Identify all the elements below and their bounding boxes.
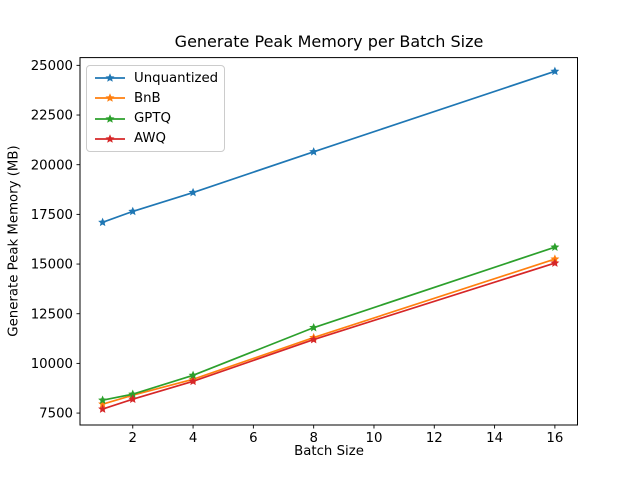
data-point-marker-awq	[98, 404, 108, 413]
y-tick-label: 17500	[31, 208, 73, 223]
data-point-marker-gptq	[98, 395, 108, 404]
data-point-marker-gptq	[188, 370, 198, 380]
legend-marker-icon	[95, 134, 125, 143]
legend-item-gptq: GPTQ	[87, 109, 224, 129]
x-tick-label: 2	[129, 431, 137, 446]
legend-marker-icon	[95, 93, 125, 103]
legend-item-awq: AWQ	[87, 129, 224, 149]
legend-label: AWQ	[134, 131, 166, 147]
legend-item-bnb: BnB	[87, 88, 224, 108]
data-point-marker-unquantized	[550, 66, 560, 76]
x-tick-label: 16	[546, 431, 563, 446]
x-tick-label: 10	[366, 431, 383, 446]
data-point-marker-gptq	[309, 322, 319, 332]
legend-marker-icon	[95, 113, 125, 123]
legend-label: BnB	[134, 90, 161, 106]
data-point-marker-awq	[188, 376, 198, 386]
series-line-awq	[101, 262, 556, 410]
data-point-marker-bnb	[98, 399, 108, 408]
y-tick-label: 12500	[31, 307, 73, 322]
data-point-marker-awq	[128, 394, 138, 403]
x-tick-label: 8	[309, 431, 317, 446]
chart-title: Generate Peak Memory per Batch Size	[174, 32, 484, 51]
legend-item-unquantized: Unquantized	[87, 68, 224, 88]
x-tick-label: 4	[189, 431, 197, 446]
legend-marker-icon	[95, 73, 125, 82]
y-tick-label: 20000	[31, 158, 73, 173]
x-axis-label: Batch Size	[294, 444, 364, 459]
data-point-marker-awq	[550, 258, 560, 267]
x-tick-label: 12	[426, 431, 443, 446]
legend: Unquantized BnB GPTQ AWQ	[86, 65, 225, 152]
x-tick-label: 14	[486, 431, 503, 446]
y-tick-label: 10000	[31, 357, 73, 372]
data-point-marker-gptq	[128, 389, 138, 398]
data-point-marker-unquantized	[309, 147, 319, 156]
series-line-gptq	[101, 246, 556, 402]
y-tick-label: 15000	[31, 258, 73, 273]
axes-spines	[79, 57, 578, 426]
y-tick-label: 25000	[31, 59, 73, 74]
data-point-marker-unquantized	[188, 187, 198, 197]
data-point-marker-awq	[309, 334, 319, 344]
legend-label: GPTQ	[134, 111, 171, 127]
data-point-marker-unquantized	[128, 206, 138, 216]
y-tick-label: 22500	[31, 109, 73, 124]
legend-label: Unquantized	[134, 70, 219, 86]
y-tick-label: 7500	[39, 407, 73, 422]
x-tick-label: 6	[249, 431, 257, 446]
data-point-marker-gptq	[550, 242, 560, 251]
data-point-marker-unquantized	[98, 217, 108, 227]
